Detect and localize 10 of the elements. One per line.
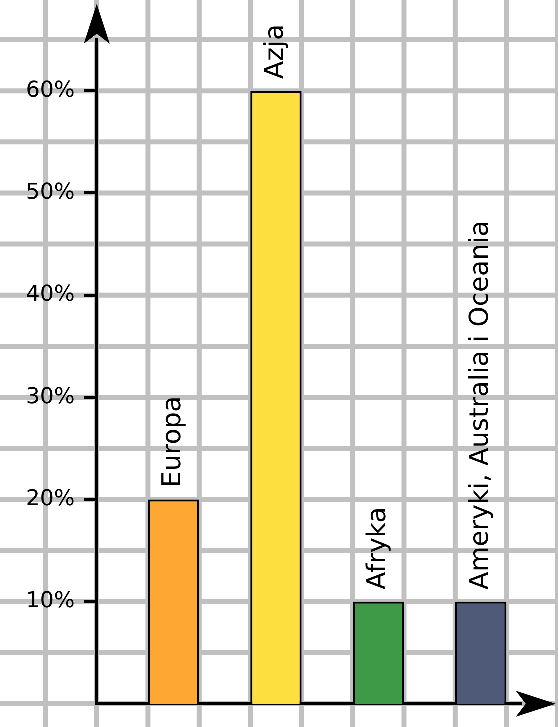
- y-tick-label: 10%: [26, 588, 75, 614]
- x-tick-label: Ameryki, Australia i Oceania: [464, 220, 495, 590]
- y-tick-label: 20%: [26, 486, 75, 512]
- y-tick-label: 60%: [26, 78, 75, 103]
- y-tick-label: 50%: [26, 180, 75, 205]
- x-tick-label: Afryka: [362, 507, 392, 590]
- x-tick-label: Europa: [158, 396, 188, 488]
- x-tick-label: Azja: [260, 24, 290, 80]
- y-tick-label: 30%: [26, 384, 75, 410]
- y-tick-label: 40%: [26, 282, 75, 308]
